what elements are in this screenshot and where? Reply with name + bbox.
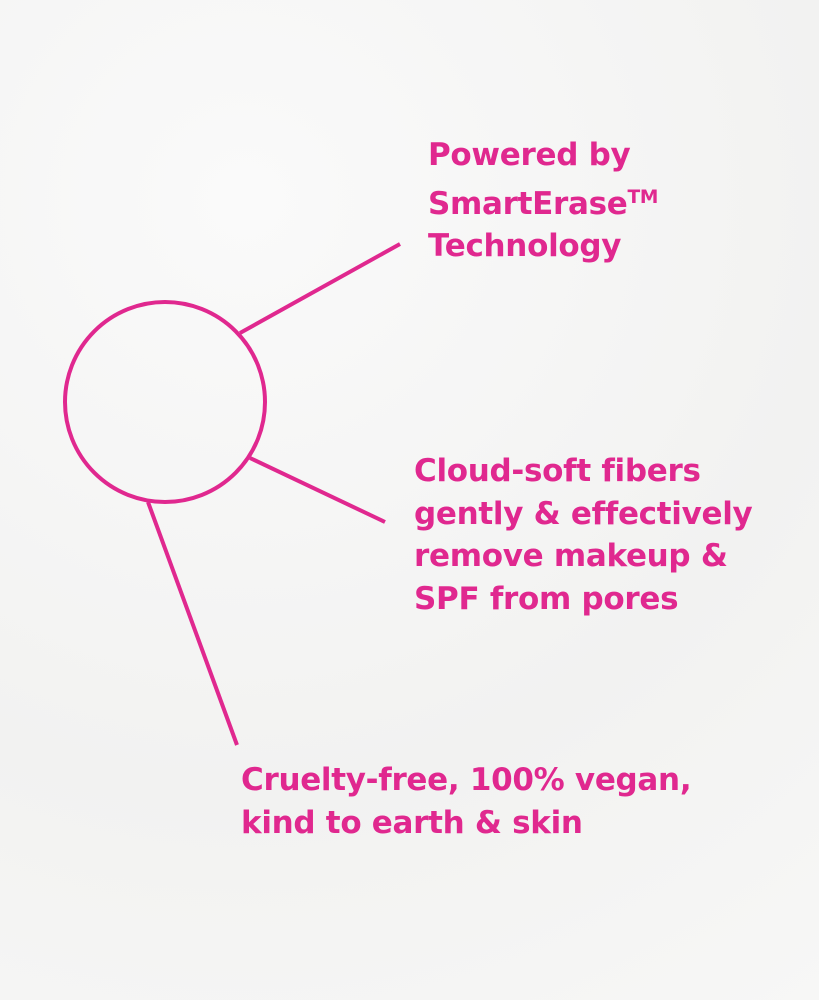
leader-line-technology [239, 242, 401, 335]
callout-line: gently & effectively [414, 495, 753, 532]
trademark: TM [627, 186, 659, 208]
brand-name: SmartErase [428, 185, 628, 222]
callout-line: Cruelty-free, 100% vegan, [241, 762, 692, 798]
callout-line: Cloud-soft fibers [414, 453, 701, 489]
callout-line: SPF from pores [414, 580, 679, 617]
callout-line: Powered by [428, 137, 631, 173]
callout-line: SmartEraseTM [428, 177, 658, 226]
callout-line: remove makeup & [414, 538, 728, 574]
product-circle-outline [63, 300, 267, 504]
callout-technology: Powered by SmartEraseTM Technology [428, 134, 658, 268]
callout-line: kind to earth & skin [241, 804, 583, 841]
callout-fibers: Cloud-soft fibers gently & effectively r… [414, 450, 753, 620]
leader-line-fibers [249, 456, 386, 524]
callout-vegan: Cruelty-free, 100% vegan, kind to earth … [241, 759, 692, 844]
leader-line-vegan [146, 501, 239, 746]
callout-line: Technology [428, 228, 622, 265]
